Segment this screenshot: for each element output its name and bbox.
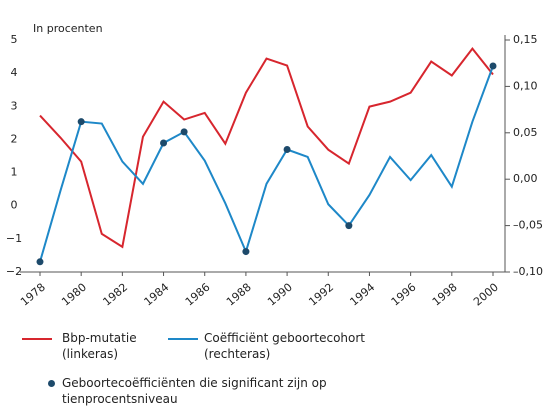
y-tick-label: 3: [11, 99, 18, 112]
y-tick-label: 0: [11, 199, 18, 212]
y-tick-label: 4: [11, 66, 18, 79]
x-tick-label: 1984: [142, 281, 172, 309]
legend-marker: [48, 380, 55, 387]
y-tick-label: 5: [11, 33, 18, 46]
significance-marker: [283, 146, 291, 154]
y2-tick-label: 0,10: [513, 79, 538, 92]
y-tick-label: 1: [11, 166, 18, 179]
x-tick-label: 1980: [59, 281, 89, 309]
legend-label: Geboortecoëfficiënten die significant zi…: [62, 376, 327, 406]
x-tick-label: 1998: [430, 281, 460, 309]
significance-marker: [180, 128, 188, 136]
x-tick-label: 1996: [389, 281, 419, 309]
x-tick-label: 2000: [471, 281, 501, 309]
legend-label: Bbp-mutatie (linkeras): [62, 331, 137, 361]
x-tick-label: 1992: [306, 281, 336, 309]
significance-marker: [242, 248, 250, 256]
series-line: [39, 65, 494, 263]
y-tick-label: 2: [11, 132, 18, 145]
y-axis-label: In procenten: [33, 22, 103, 35]
significance-marker: [345, 222, 353, 230]
x-tick-label: 1982: [100, 281, 130, 309]
y-tick-label: −1: [6, 232, 22, 245]
y-tick-label: −2: [6, 265, 22, 278]
significance-marker: [489, 62, 497, 70]
x-tick-label: 1988: [224, 281, 254, 309]
y2-tick-label: 0,00: [513, 172, 538, 185]
significance-marker: [77, 118, 85, 126]
significance-marker: [160, 139, 168, 147]
y2-tick-label: 0,15: [513, 33, 538, 46]
legend-swatch: [22, 338, 52, 340]
x-tick-label: 1986: [183, 281, 213, 309]
x-tick-label: 1994: [348, 281, 378, 309]
x-tick-label: 1990: [265, 281, 295, 309]
x-tick-label: 1978: [18, 281, 48, 309]
y2-tick-label: –0,05: [513, 219, 543, 232]
y2-tick-label: 0,05: [513, 126, 538, 139]
legend-label: Coëfficiënt geboortecohort (rechteras): [204, 331, 365, 361]
significance-marker: [36, 258, 44, 266]
y2-tick-label: –0,10: [513, 265, 543, 278]
legend-swatch: [168, 338, 198, 340]
series-line: [39, 46, 494, 249]
